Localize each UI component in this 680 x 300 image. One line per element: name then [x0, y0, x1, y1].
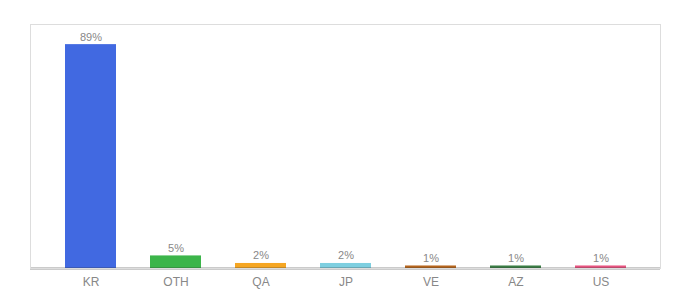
svg-text:JP: JP — [339, 275, 353, 289]
svg-text:5%: 5% — [168, 242, 184, 254]
svg-text:US: US — [593, 275, 610, 289]
svg-text:2%: 2% — [338, 249, 354, 261]
svg-text:VE: VE — [423, 275, 439, 289]
svg-text:OTH: OTH — [163, 275, 188, 289]
svg-text:1%: 1% — [423, 252, 439, 264]
svg-text:1%: 1% — [508, 252, 524, 264]
svg-text:89%: 89% — [80, 31, 102, 43]
svg-text:AZ: AZ — [508, 275, 523, 289]
svg-text:2%: 2% — [253, 249, 269, 261]
svg-text:1%: 1% — [593, 252, 609, 264]
svg-text:QA: QA — [252, 275, 269, 289]
svg-text:KR: KR — [83, 275, 100, 289]
